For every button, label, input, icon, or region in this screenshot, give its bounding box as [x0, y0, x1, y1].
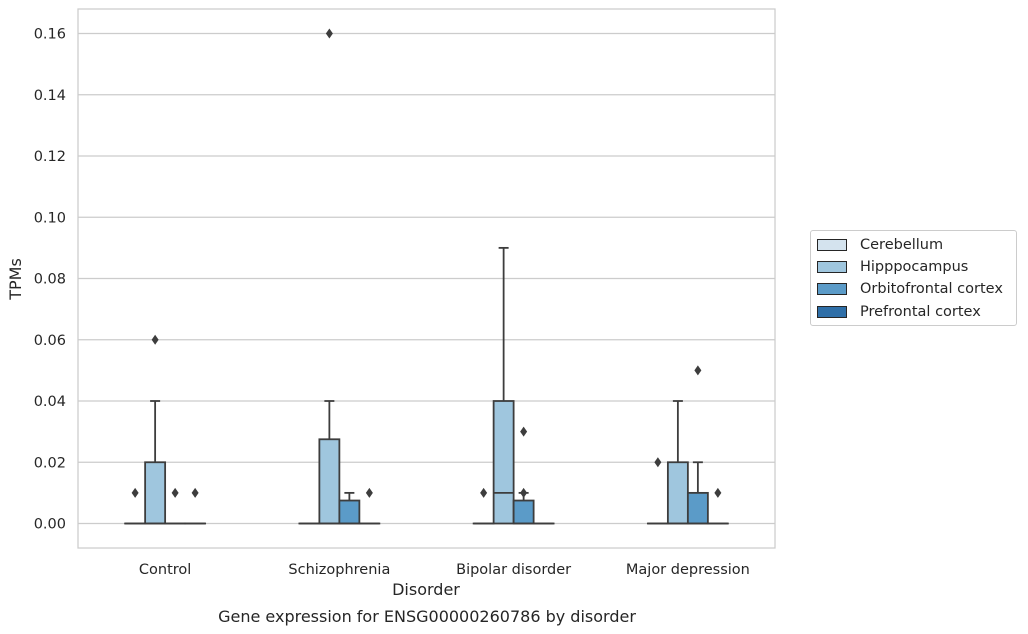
outlier-marker — [365, 487, 373, 498]
outlier-marker — [131, 487, 139, 498]
box-hipppocampus-bipolar-disorder — [492, 246, 515, 525]
outlier-marker — [694, 365, 702, 376]
x-tick-labels: Control Schizophrenia Bipolar disorder Majo… — [139, 562, 750, 578]
outlier-marker — [520, 426, 528, 437]
outlier-marker — [654, 457, 662, 468]
x-axis-label: Disorder — [392, 580, 460, 599]
legend-swatch-cerebellum — [817, 239, 847, 251]
outlier-marker — [714, 487, 722, 498]
y-tick-label: 0.14 — [34, 88, 66, 104]
legend-item-prefrontal: Prefrontal cortex — [817, 302, 981, 322]
box-hipppocampus-major-depression — [666, 400, 689, 525]
y-tick-label: 0.02 — [34, 455, 66, 471]
box-orbitofrontal-cortex-major-depression — [686, 365, 709, 525]
boxes — [124, 28, 729, 525]
y-tick-label: 0.12 — [34, 149, 66, 165]
outlier-marker — [151, 334, 159, 345]
box-prefrontal-cortex-control — [184, 487, 207, 525]
legend: Cerebellum Hipppocampus Orbitofrontal co… — [810, 230, 1017, 326]
y-tick-label: 0.04 — [34, 394, 66, 410]
y-tick-label: 0.00 — [34, 517, 66, 533]
box-body — [144, 461, 167, 525]
box-hipppocampus-schizophrenia — [318, 28, 341, 525]
y-tick-label: 0.16 — [34, 27, 66, 43]
y-tick-label: 0.10 — [34, 210, 66, 226]
box-cerebellum-control — [124, 487, 147, 525]
legend-label-cerebellum: Cerebellum — [860, 237, 944, 253]
box-hipppocampus-control — [144, 334, 167, 525]
box-body — [492, 400, 515, 525]
outlier-marker — [325, 28, 333, 39]
x-tick-label-control: Control — [139, 562, 191, 578]
y-tick-labels: 0.00 0.02 0.04 0.06 0.08 0.10 0.12 0.14 0.16 — [34, 27, 66, 533]
legend-item-orbitofrontal: Orbitofrontal cortex — [817, 279, 1003, 299]
legend-item-hippocampus: Hipppocampus — [817, 257, 968, 277]
legend-swatch-hippocampus — [817, 261, 847, 273]
box-orbitofrontal-cortex-control — [164, 487, 187, 525]
box-body — [338, 499, 361, 525]
x-tick-label-bipolar-disorder: Bipolar disorder — [456, 562, 571, 578]
box-body — [512, 499, 535, 525]
box-body — [666, 461, 689, 525]
legend-label-hippocampus: Hipppocampus — [860, 259, 969, 275]
y-tick-label: 0.08 — [34, 272, 66, 288]
chart-caption: Gene expression for ENSG00000260786 by d… — [218, 607, 636, 626]
box-orbitofrontal-cortex-bipolar-disorder — [512, 426, 535, 525]
outlier-marker — [520, 487, 528, 498]
y-tick-label: 0.06 — [34, 333, 66, 349]
box-prefrontal-cortex-schizophrenia — [358, 487, 381, 525]
legend-item-cerebellum: Cerebellum — [817, 235, 943, 255]
outlier-marker — [191, 487, 199, 498]
y-axis-label: TPMs — [6, 258, 25, 301]
box-orbitofrontal-cortex-schizophrenia — [338, 491, 361, 525]
box-prefrontal-cortex-major-depression — [706, 487, 729, 525]
x-tick-label-schizophrenia: Schizophrenia — [288, 562, 390, 578]
outlier-marker — [171, 487, 179, 498]
box-body — [686, 491, 709, 525]
legend-swatch-prefrontal — [817, 306, 847, 318]
x-tick-label-major-depression: Major depression — [626, 562, 750, 578]
legend-label-orbitofrontal: Orbitofrontal cortex — [860, 281, 1003, 297]
box-body — [318, 438, 341, 525]
outlier-marker — [480, 487, 488, 498]
legend-swatch-orbitofrontal — [817, 283, 847, 295]
legend-label-prefrontal: Prefrontal cortex — [860, 304, 981, 320]
